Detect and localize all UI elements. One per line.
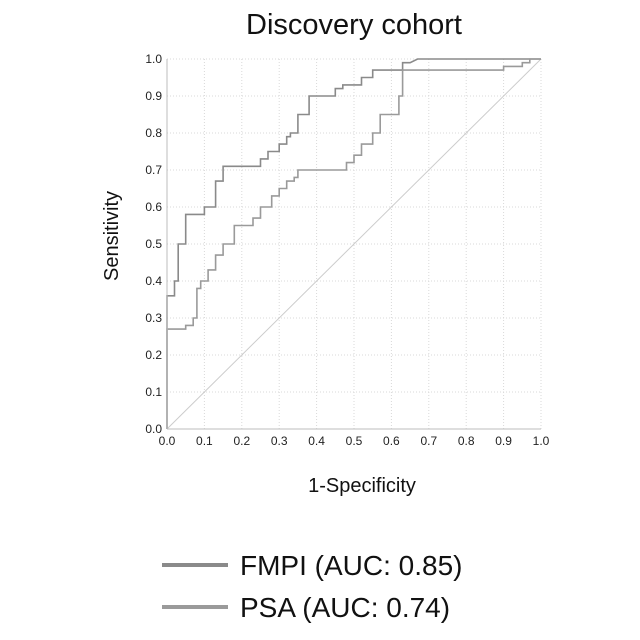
y-tick-label: 0.5 <box>145 237 162 251</box>
x-tick-label: 0.2 <box>233 434 250 448</box>
x-tick-label: 1.0 <box>533 434 550 448</box>
chart-title: Discovery cohort <box>246 9 462 41</box>
x-axis-label: 1-Specificity <box>308 475 416 497</box>
x-tick-label: 0.1 <box>196 434 213 448</box>
legend-label-fmpi: FMPI (AUC: 0.85) <box>240 550 462 581</box>
y-tick-label: 0.2 <box>145 348 162 362</box>
y-tick-label: 0.0 <box>145 422 162 436</box>
x-tick-label: 0.6 <box>383 434 400 448</box>
y-axis-ticks: 0.0 0.1 0.2 0.3 0.4 0.5 0.6 0.7 0.8 0.9 1.0 <box>145 52 162 436</box>
x-tick-label: 0.4 <box>308 434 325 448</box>
y-tick-label: 0.9 <box>145 89 162 103</box>
x-tick-label: 0.7 <box>420 434 437 448</box>
legend: FMPI (AUC: 0.85) PSA (AUC: 0.74) <box>162 550 462 623</box>
y-tick-label: 0.4 <box>145 274 162 288</box>
x-tick-label: 0.9 <box>495 434 512 448</box>
x-axis-ticks: 0.0 0.1 0.2 0.3 0.4 0.5 0.6 0.7 0.8 0.9 1.0 <box>159 434 550 448</box>
legend-label-psa: PSA (AUC: 0.74) <box>240 592 450 623</box>
y-tick-label: 0.3 <box>145 311 162 325</box>
y-tick-label: 0.7 <box>145 163 162 177</box>
y-tick-label: 1.0 <box>145 52 162 66</box>
y-tick-label: 0.6 <box>145 200 162 214</box>
y-axis-label: Sensitivity <box>101 191 123 281</box>
x-tick-label: 0.8 <box>458 434 475 448</box>
y-tick-label: 0.1 <box>145 385 162 399</box>
y-tick-label: 0.8 <box>145 126 162 140</box>
x-tick-label: 0.0 <box>159 434 176 448</box>
x-tick-label: 0.5 <box>346 434 363 448</box>
x-tick-label: 0.3 <box>271 434 288 448</box>
